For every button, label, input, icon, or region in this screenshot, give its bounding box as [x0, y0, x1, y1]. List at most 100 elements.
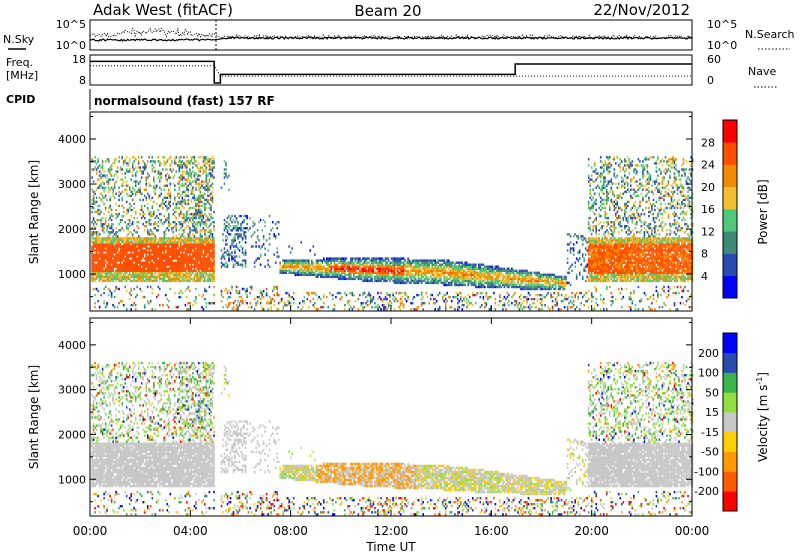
power-cell	[174, 255, 176, 258]
power-cell	[95, 249, 98, 252]
power-cell	[186, 241, 188, 244]
power-cell	[368, 269, 370, 272]
power-cell	[181, 164, 184, 167]
power-cell	[286, 259, 289, 262]
power-cell	[457, 297, 459, 301]
power-cell	[359, 293, 361, 297]
power-cell	[431, 279, 433, 283]
power-cell	[285, 259, 287, 262]
power-cell	[244, 261, 247, 264]
power-cell	[202, 223, 205, 226]
power-cell	[207, 249, 209, 252]
power-cell	[460, 295, 462, 299]
power-cell	[449, 265, 451, 268]
power-cell	[378, 261, 381, 264]
power-cell	[432, 302, 435, 305]
power-cell	[153, 184, 155, 187]
power-cell	[165, 257, 167, 260]
power-cell	[485, 277, 488, 281]
power-cell	[491, 281, 494, 285]
power-cell	[246, 302, 248, 305]
power-cell	[476, 285, 479, 289]
power-cell	[368, 261, 370, 264]
power-cell	[192, 239, 194, 242]
power-cell	[223, 257, 226, 260]
power-cell	[422, 267, 424, 270]
power-cell	[199, 257, 202, 260]
power-cell	[142, 212, 144, 216]
power-cell	[109, 271, 111, 274]
power-cell	[195, 239, 197, 242]
power-cell	[305, 269, 307, 272]
power-cell	[189, 279, 191, 283]
power-cell	[128, 168, 131, 171]
power-cell	[413, 265, 415, 268]
power-cell	[180, 263, 182, 266]
power-cell	[460, 283, 462, 287]
power-cell	[482, 271, 485, 274]
power-cell	[469, 279, 471, 283]
power-cell	[434, 302, 436, 305]
power-cell	[476, 267, 479, 270]
power-cell	[208, 255, 211, 258]
power-cell	[193, 172, 196, 175]
power-cell	[449, 306, 451, 309]
power-cell	[356, 263, 358, 266]
power-cell	[487, 271, 489, 274]
power-cell	[154, 237, 157, 240]
power-cell	[363, 259, 366, 262]
power-cell	[109, 178, 111, 181]
power-cell	[473, 283, 476, 287]
power-cell	[163, 202, 166, 206]
power-cell	[467, 267, 470, 270]
power-cell	[444, 275, 447, 279]
noise-sky-line	[89, 36, 693, 42]
power-cell	[149, 239, 152, 242]
power-cell	[223, 223, 226, 226]
power-cell	[289, 251, 292, 254]
power-cell	[174, 279, 176, 283]
power-cell	[115, 259, 117, 262]
power-cell	[423, 273, 426, 276]
power-cell	[422, 275, 424, 279]
power-cell	[174, 239, 176, 242]
power-cell	[183, 279, 185, 283]
power-cell	[303, 259, 306, 262]
power-cell	[399, 304, 402, 307]
power-cell	[165, 237, 167, 240]
power-cell	[160, 174, 163, 177]
power-cell	[302, 263, 304, 266]
power-cell	[234, 214, 236, 218]
power-cell	[186, 249, 188, 252]
power-cell	[165, 275, 167, 279]
power-cell	[396, 275, 399, 279]
power-cell	[136, 216, 138, 220]
power-cell	[92, 247, 95, 250]
power-cell	[332, 273, 334, 276]
power-cell	[208, 186, 211, 189]
power-cell	[461, 283, 464, 287]
power-cell	[195, 273, 197, 276]
power-cell	[172, 251, 175, 254]
power-cell	[193, 275, 196, 279]
power-cell	[455, 291, 458, 295]
power-cell	[196, 178, 199, 181]
power-cell	[112, 251, 114, 254]
power-cell	[156, 295, 158, 299]
power-cell	[488, 267, 491, 270]
power-cell	[202, 269, 205, 272]
power-cell	[393, 271, 396, 274]
power-cell	[174, 269, 176, 272]
power-cell	[461, 271, 464, 274]
power-cell	[276, 287, 278, 291]
power-cell	[145, 265, 147, 268]
power-cell	[199, 166, 202, 169]
power-cell	[211, 275, 214, 279]
power-cell	[104, 269, 107, 272]
power-cell	[205, 253, 208, 256]
power-cell	[508, 271, 510, 274]
power-cell	[153, 269, 155, 272]
power-cell	[125, 261, 128, 264]
power-cell	[175, 216, 178, 220]
power-cell	[428, 263, 430, 266]
